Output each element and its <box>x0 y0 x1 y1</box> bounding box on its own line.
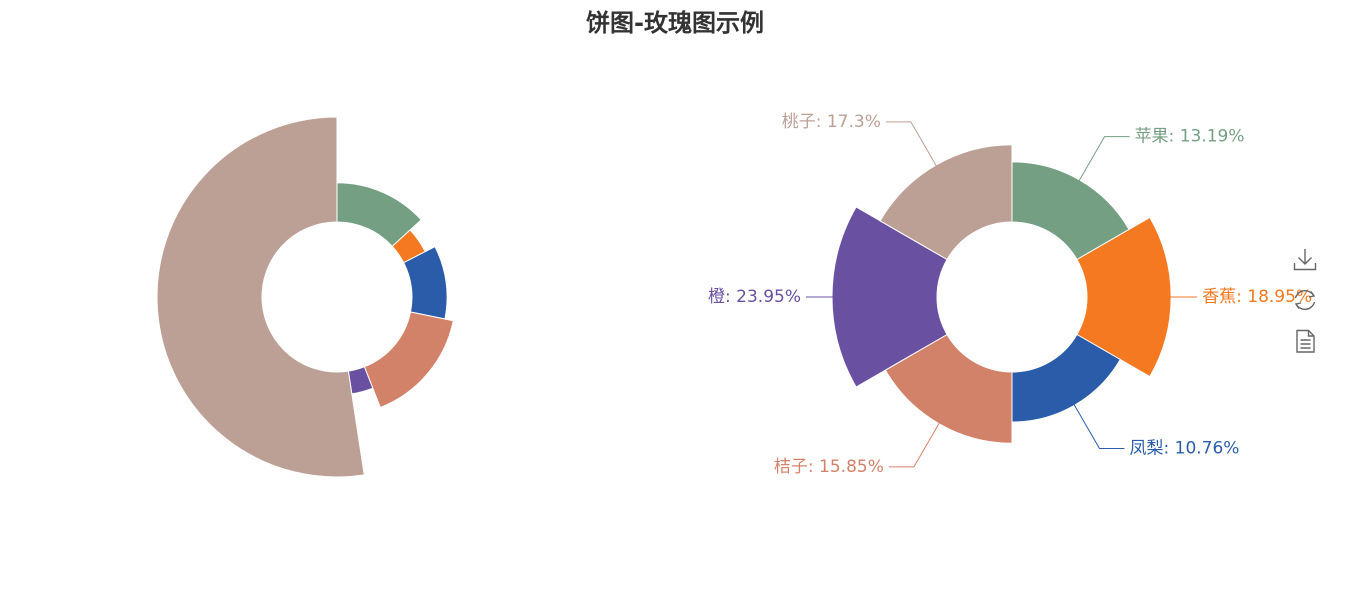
label-line-1 <box>1074 136 1130 189</box>
toolbox <box>1290 244 1320 367</box>
refresh-icon <box>1294 290 1316 310</box>
restore-button[interactable] <box>1290 285 1320 315</box>
rose-slice-1[interactable] <box>336 182 422 248</box>
label-line-4 <box>888 414 945 468</box>
rose-slice-2[interactable] <box>1076 216 1172 378</box>
rose-chart-radius <box>156 116 454 478</box>
rose-slice-4[interactable] <box>363 311 454 409</box>
label-line-6 <box>885 121 942 175</box>
rose-slice-6[interactable] <box>879 144 1013 261</box>
download-icon <box>1293 249 1317 271</box>
rose-chart-area: 苹果: 13.19% 香蕉: 18.95% 凤梨: 10.76% 桔子: 15.85%… <box>708 112 1312 477</box>
rose-slice-5[interactable] <box>831 206 948 388</box>
label-line-3 <box>1069 396 1125 450</box>
save-image-button[interactable] <box>1290 244 1320 274</box>
rose-slice-4[interactable] <box>884 333 1013 444</box>
data-label-3: 凤梨: 10.76% <box>1130 439 1240 459</box>
data-view-button[interactable] <box>1290 326 1320 356</box>
data-label-1: 苹果: 13.19% <box>1135 127 1245 147</box>
data-label-6: 桃子: 17.3% <box>782 112 881 132</box>
rose-slice-6[interactable] <box>156 116 365 478</box>
data-view-icon <box>1296 329 1315 353</box>
data-label-4: 桔子: 15.85% <box>774 457 884 477</box>
data-label-5: 橙: 23.95% <box>708 287 801 307</box>
data-label-2: 香蕉: 18.95% <box>1202 287 1312 307</box>
chart-title: 饼图-玫瑰图示例 <box>586 9 764 37</box>
